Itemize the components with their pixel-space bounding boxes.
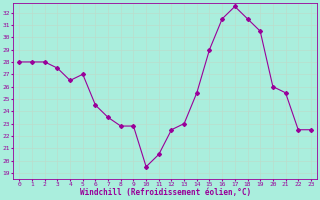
X-axis label: Windchill (Refroidissement éolien,°C): Windchill (Refroidissement éolien,°C): [80, 188, 251, 197]
